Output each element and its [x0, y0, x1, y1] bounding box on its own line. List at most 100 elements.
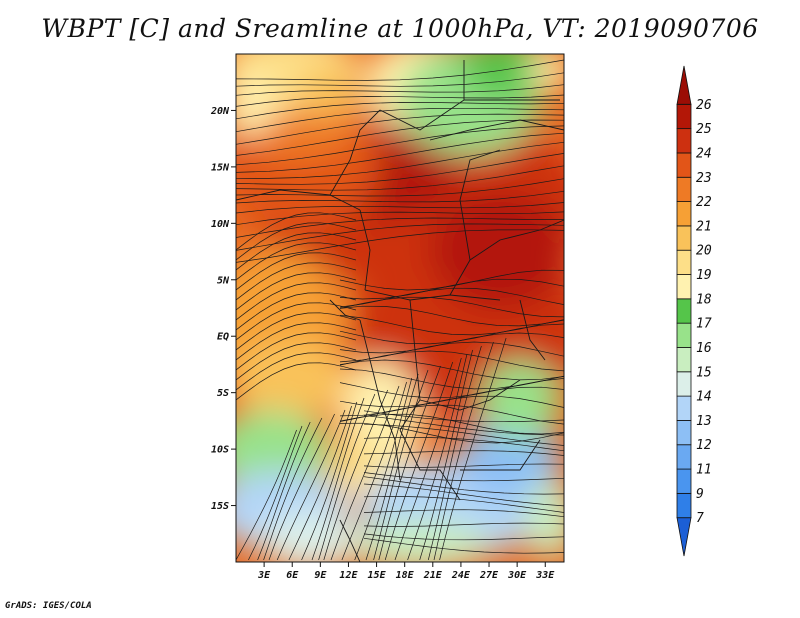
colorbar-box: [676, 201, 692, 227]
colorbar-box: [676, 152, 692, 178]
streamline: [236, 262, 357, 301]
colorbar-label: 26: [696, 98, 712, 113]
streamline: [236, 165, 564, 191]
x-tick-label: 30E: [507, 570, 527, 581]
streamline: [236, 178, 564, 197]
streamline: [236, 272, 357, 311]
streamline: [363, 496, 564, 513]
streamline: [236, 322, 357, 361]
colorbar-box: [676, 176, 692, 202]
streamline: [236, 362, 357, 401]
colorbar-box: [676, 517, 692, 557]
x-axis: 3E 6E 9E 12E 15E 18E 21E 24E 27E 30E 33E: [257, 562, 555, 581]
streamline: [363, 437, 564, 452]
colorbar-label: 12: [696, 438, 712, 453]
streamline: [363, 522, 564, 527]
streamline: [339, 359, 564, 381]
streamline: [276, 409, 346, 561]
streamline: [236, 125, 564, 166]
colorbar-box: [676, 128, 692, 154]
streamline: [384, 361, 454, 561]
colorbar-label: 7: [696, 511, 704, 526]
colorbar-label: 23: [696, 171, 712, 186]
x-tick-label: 15E: [368, 570, 387, 581]
streamline: [339, 305, 564, 327]
country-border: [460, 439, 541, 471]
streamline: [373, 369, 429, 561]
streamline: [236, 242, 357, 281]
colorbar-label: 15: [696, 365, 712, 380]
streamline: [236, 211, 564, 226]
streamline: [427, 345, 482, 561]
streamline: [339, 296, 564, 318]
colorbar-box: [676, 225, 692, 251]
field-patch: [460, 420, 560, 500]
field-patch: [236, 340, 350, 420]
colorbar-box: [676, 274, 692, 300]
x-tick-label: 3E: [257, 570, 271, 581]
streamline: [363, 450, 564, 456]
colorbar-label: 20: [696, 244, 712, 259]
streamline: [407, 353, 468, 561]
x-tick-label: 27E: [479, 570, 499, 581]
streamline: [363, 463, 564, 468]
streamline: [236, 429, 297, 561]
y-tick-label: 20N: [210, 106, 230, 117]
streamline: [339, 332, 564, 354]
plot-frame: [235, 53, 565, 563]
grads-credit: GrADS: IGES/COLA: [5, 601, 92, 611]
streamline: [363, 476, 564, 495]
colorbar-label: 22: [696, 195, 712, 210]
colorbar-box: [676, 371, 692, 397]
colorbar-box: [676, 444, 692, 470]
y-tick-label: 10N: [211, 219, 230, 230]
colorbar-box: [676, 347, 692, 373]
streamline: [339, 350, 564, 372]
colorbar-box: [676, 420, 692, 446]
country-border: [519, 299, 546, 361]
streamline: [301, 401, 358, 561]
streamline: [339, 378, 564, 399]
streamline: [236, 352, 357, 391]
colorbar-label: 16: [696, 341, 712, 356]
streamline: [236, 107, 564, 133]
streamline: [363, 472, 564, 482]
field-patch: [530, 54, 564, 90]
plot-area: [236, 54, 564, 562]
y-tick-label: 5S: [217, 388, 229, 399]
x-tick-label: 21E: [423, 570, 443, 581]
streamline: [236, 72, 564, 87]
x-tick-label: 9E: [314, 570, 327, 581]
colorbar-label: 17: [696, 317, 712, 332]
streamline: [439, 337, 507, 561]
streamline: [339, 269, 564, 291]
streamline: [236, 223, 564, 251]
streamline: [236, 190, 564, 204]
colorbar-label: 18: [696, 292, 712, 307]
colorbar-box: [676, 492, 692, 519]
streamline: [236, 282, 357, 321]
streamline: [363, 415, 564, 436]
colorbar-label: 24: [696, 146, 712, 161]
streamline: [341, 381, 407, 561]
streamline: [236, 119, 564, 156]
colorbar-label: 13: [696, 414, 712, 429]
field-patch: [236, 75, 275, 135]
y-tick-label: 15N: [211, 162, 230, 173]
colorbar-label: 25: [696, 122, 712, 137]
country-border: [379, 99, 465, 131]
colorbar-label: 14: [696, 390, 712, 405]
streamline: [288, 405, 352, 561]
streamline: [236, 232, 357, 271]
streamline: [236, 59, 564, 81]
streamline: [236, 84, 564, 96]
streamline: [318, 393, 376, 561]
colorbar-box: [676, 298, 692, 324]
country-border: [399, 299, 421, 431]
y-tick-label: EQ: [217, 332, 229, 343]
colorbar-label: 21: [696, 219, 712, 234]
y-tick-label: 15S: [211, 501, 229, 512]
streamline: [248, 425, 303, 561]
country-border: [399, 429, 461, 501]
